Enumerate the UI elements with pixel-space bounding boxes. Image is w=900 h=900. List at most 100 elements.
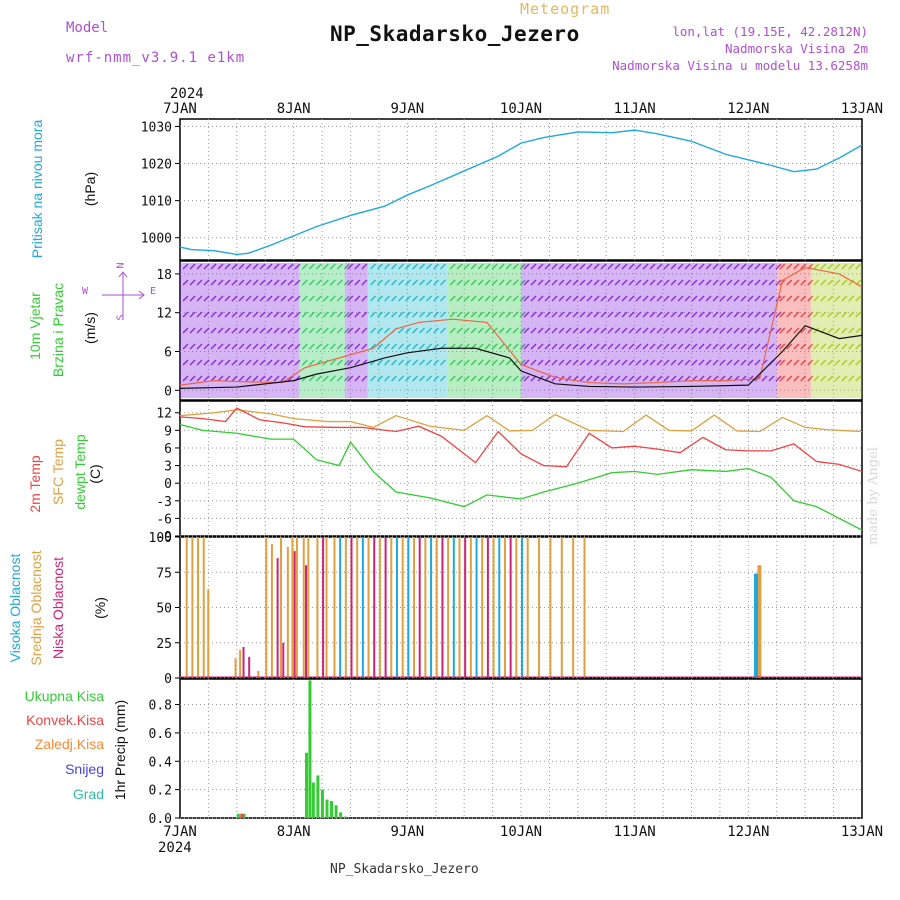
wind-barb (807, 311, 814, 318)
wind-barb (329, 375, 336, 382)
wind-barb (456, 295, 463, 302)
wind-barb (663, 359, 670, 366)
wind-barb (775, 375, 782, 382)
wind-barb (484, 327, 491, 334)
wind-barb-region (299, 263, 345, 398)
wind-barb (698, 311, 705, 318)
wind-barb (361, 375, 368, 382)
cloud-mid-bar (234, 658, 237, 678)
wind-barb (203, 311, 210, 318)
wind-barb (628, 327, 635, 334)
precip-ukupna-bar (316, 775, 320, 818)
panel-temperature-ytick-label: 0 (164, 477, 172, 492)
wind-barb (519, 279, 526, 286)
wind-barb (231, 359, 238, 366)
panel-pressure-frame (179, 118, 863, 261)
cloud-low-bar (509, 537, 512, 678)
wind-barb (537, 343, 544, 350)
panel-pressure-ytick-label: 1030 (141, 120, 172, 135)
wind-barb (768, 375, 775, 382)
wind-barb (370, 279, 377, 286)
wind-barb (217, 359, 224, 366)
wind-barb (238, 375, 245, 382)
wind-barb (649, 327, 656, 334)
wind-barb (456, 375, 463, 382)
wind-barb (698, 343, 705, 350)
wind-barb (537, 279, 544, 286)
wind-barb (530, 295, 537, 302)
wind-barb (217, 279, 224, 286)
wind-barb (677, 375, 684, 382)
wind-barb (189, 327, 196, 334)
wind-barb (761, 295, 768, 302)
cloud-low-bar (373, 537, 376, 678)
wind-barb (635, 359, 642, 366)
wind-barb (217, 327, 224, 334)
wind-barb (370, 327, 377, 334)
wind-barb (245, 375, 252, 382)
wind-barb (642, 295, 649, 302)
wind-barb (607, 295, 614, 302)
wind-barb (775, 359, 782, 366)
wind-barb (670, 375, 677, 382)
wind-barb (635, 311, 642, 318)
cloud-mid-bar (239, 649, 242, 678)
wind-barb (537, 311, 544, 318)
wind-barb (523, 327, 530, 334)
wind-barb (449, 295, 456, 302)
wind-barb (754, 263, 761, 270)
wind-barb (614, 359, 621, 366)
wind-barb (196, 263, 203, 270)
wind-barb (656, 311, 663, 318)
wind-barb (224, 327, 231, 334)
wind-barb (820, 263, 827, 270)
precip-ukupna-bar (236, 813, 240, 818)
wind-barb (663, 327, 670, 334)
wind-barb (512, 311, 519, 318)
panel-wind-ytick-label: 0 (164, 384, 172, 399)
wind-barb (733, 327, 740, 334)
wind-barb (456, 327, 463, 334)
wind-barb (343, 343, 350, 350)
precip-ukupna-bar (311, 782, 315, 818)
wind-barb (512, 327, 519, 334)
wind-barb (336, 295, 343, 302)
wind-barb (477, 295, 484, 302)
wind-barb (189, 343, 196, 350)
panel-wind-ytick-label: 6 (164, 346, 172, 361)
wind-barb (600, 295, 607, 302)
wind-barb (761, 311, 768, 318)
wind-barb (477, 311, 484, 318)
wind-barb (649, 263, 656, 270)
wind-barb (210, 295, 217, 302)
wind-barb (238, 359, 245, 366)
wind-barb (820, 343, 827, 350)
wind-barb (273, 375, 280, 382)
precip-ukupna-bar (343, 816, 347, 818)
wind-barb (719, 311, 726, 318)
wind-barb (259, 263, 266, 270)
wind-barb (820, 359, 827, 366)
wind-barb (523, 263, 530, 270)
wind-barb (238, 311, 245, 318)
wind-barb (347, 343, 354, 350)
wind-barb (470, 375, 477, 382)
wind-barb (384, 359, 391, 366)
wind-barb (551, 263, 558, 270)
panel-clouds-ytick-label: 0 (164, 672, 172, 687)
wind-barb (691, 295, 698, 302)
wind-barb (512, 375, 519, 382)
wind-barb (786, 343, 793, 350)
wind-barb (259, 359, 266, 366)
cloud-mid-bar (435, 537, 438, 678)
wind-barb (800, 311, 807, 318)
wind-barb (329, 327, 336, 334)
wind-barb (491, 263, 498, 270)
model-label: Model (66, 20, 109, 36)
wind-barb (398, 375, 405, 382)
panel-temperature-ytick-label: 12 (156, 407, 172, 422)
wind-barb (308, 343, 315, 350)
wind-barb (347, 359, 354, 366)
wind-barb (726, 263, 733, 270)
wind-barb (252, 295, 259, 302)
